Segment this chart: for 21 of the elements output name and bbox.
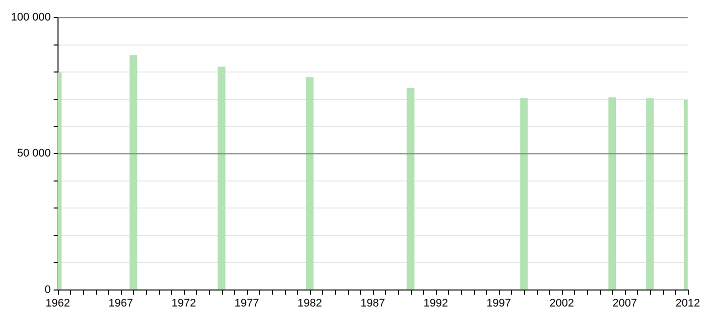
bar <box>646 98 654 290</box>
bar <box>130 55 138 290</box>
x-tick-label: 1982 <box>298 297 322 310</box>
x-tick-label: 1992 <box>424 297 448 310</box>
x-tick-label: 1972 <box>172 297 196 310</box>
y-tick-label: 50 000 <box>17 148 51 160</box>
bar <box>306 77 314 290</box>
bar <box>406 88 414 290</box>
x-tick-label: 2012 <box>676 297 700 310</box>
x-tick-label: 1962 <box>46 297 70 310</box>
x-tick-label: 1977 <box>234 297 260 310</box>
y-tick-label: 100 000 <box>10 12 51 24</box>
x-tick-label: 1987 <box>360 297 386 310</box>
x-tick-label: 1997 <box>486 297 512 310</box>
bar <box>218 66 226 290</box>
y-tick-label: 0 <box>44 284 51 296</box>
x-tick-label: 2007 <box>612 297 638 310</box>
bar <box>608 97 616 290</box>
bar <box>520 98 528 290</box>
x-tick-label: 1967 <box>108 297 134 310</box>
x-tick-label: 2002 <box>550 297 574 310</box>
